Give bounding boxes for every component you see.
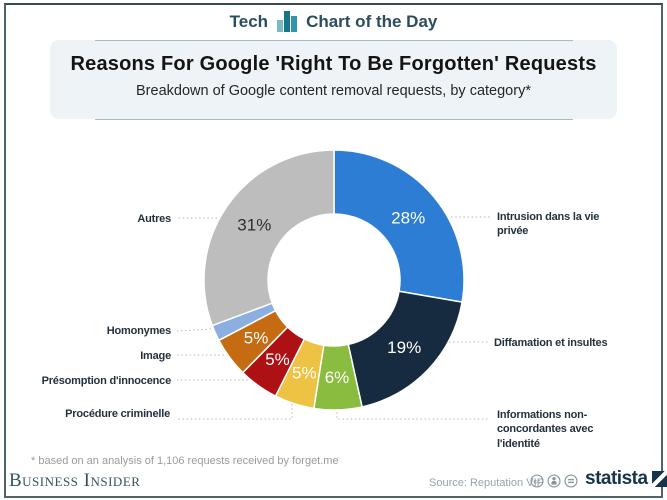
no-derivatives-icon — [564, 474, 578, 488]
slice-label-informations-non-concordantes: Informations non-concordantes avec l'ide… — [497, 409, 594, 450]
slice-label-intrusion-vie-privee: Intrusion dans la vie privée — [497, 211, 600, 238]
footnote: * based on an analysis of 1,106 requests… — [31, 455, 339, 467]
header: Tech Chart of the Day — [0, 11, 667, 32]
slice-percent-label-7: 31% — [237, 216, 271, 235]
attribution-icon — [547, 474, 561, 488]
title-band: Reasons For Google 'Right To Be Forgotte… — [50, 40, 617, 119]
source-credit: Source: Reputation VIP — [429, 477, 544, 489]
slice-label-homonymes: Homonymes — [106, 325, 171, 337]
donut-slice-0 — [333, 149, 465, 303]
slice-percent-label-3: 5% — [292, 363, 317, 382]
slice-percent-label-2: 6% — [325, 368, 350, 387]
statista-logo-icon — [651, 471, 667, 487]
leader-line — [177, 404, 293, 420]
donut-slice-1 — [347, 290, 463, 408]
bar-chart-icon — [277, 11, 298, 32]
title-band-bottom-rule — [95, 119, 573, 120]
slice-label-image: Image — [140, 350, 171, 362]
header-category-label: Tech — [229, 11, 269, 31]
leader-line — [176, 328, 212, 332]
slice-label-autres: Autres — [137, 213, 171, 225]
cc-license-icon: cc — [530, 474, 544, 488]
slice-label-procedure-criminelle: Procédure criminelle — [65, 408, 170, 420]
page-title: Reasons For Google 'Right To Be Forgotte… — [70, 53, 597, 75]
slice-percent-label-0: 28% — [391, 209, 425, 228]
business-insider-logo: Business Insider — [9, 470, 141, 491]
slice-label-presomption-innocence: Présomption d'innocence — [41, 375, 172, 387]
svg-text:cc: cc — [533, 479, 541, 486]
slice-label-diffamation-insultes: Diffamation et insultes — [494, 337, 608, 349]
statista-brand: statista — [585, 468, 667, 490]
title-band-top-rule — [95, 40, 573, 41]
header-series-label: Chart of the Day — [306, 11, 438, 31]
statista-wordmark: statista — [585, 468, 648, 489]
page-subtitle: Breakdown of Google content removal requ… — [136, 83, 531, 99]
slice-percent-label-1: 19% — [387, 338, 421, 357]
donut-slice-7 — [203, 149, 335, 327]
slice-percent-label-5: 5% — [244, 329, 269, 348]
license-icons: cc — [530, 474, 578, 488]
slice-percent-label-4: 5% — [265, 350, 290, 369]
